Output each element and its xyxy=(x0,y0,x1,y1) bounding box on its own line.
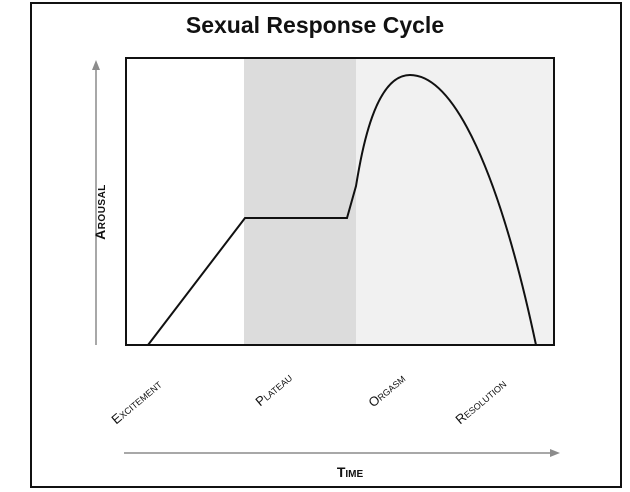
response-curve xyxy=(147,73,537,346)
y-axis-label: Arousal xyxy=(92,184,108,240)
x-axis-label: Time xyxy=(336,464,364,480)
orgasm-shade xyxy=(356,58,554,345)
plateau-shade xyxy=(244,58,356,345)
y-axis-arrowhead xyxy=(92,60,100,70)
x-axis-arrowhead xyxy=(550,449,560,457)
plot-area xyxy=(125,57,555,346)
diagram-title: Sexual Response Cycle xyxy=(185,12,445,38)
